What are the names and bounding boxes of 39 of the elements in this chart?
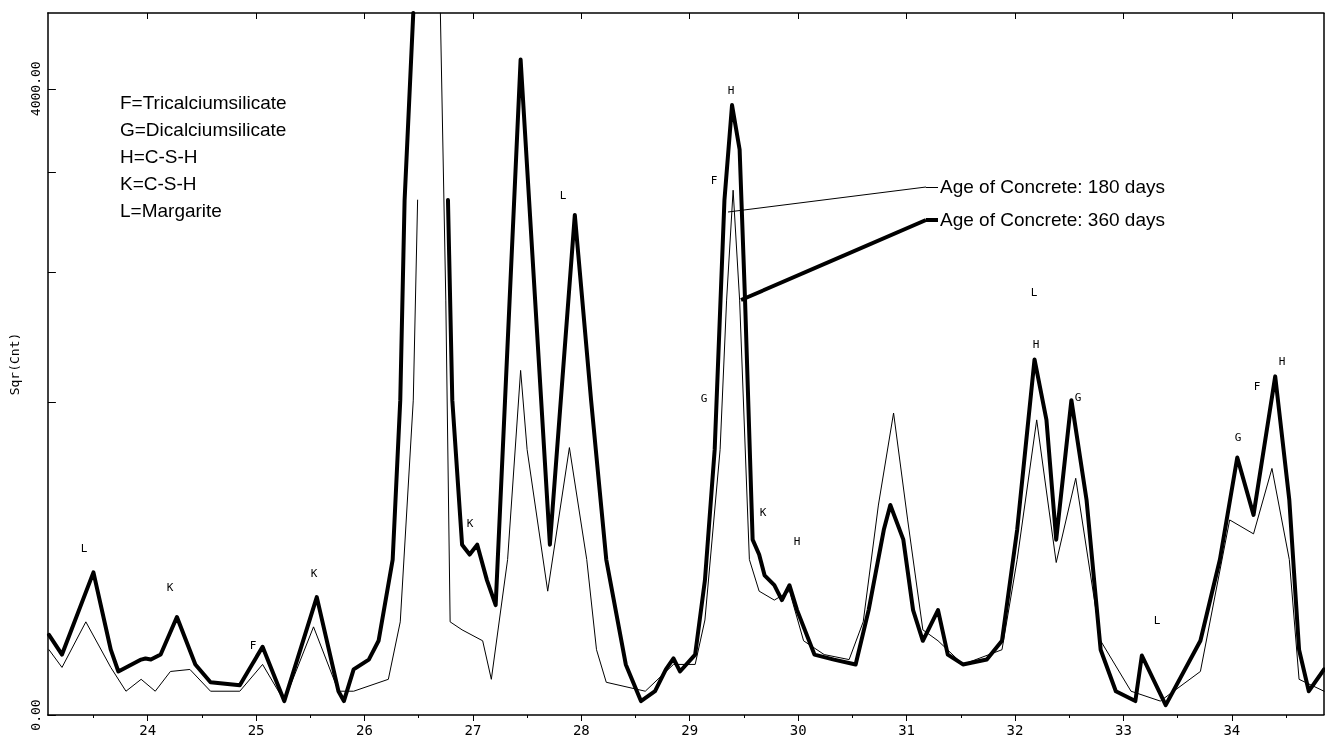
x-tick-label: 27 — [464, 722, 482, 738]
annotation: F — [1253, 379, 1261, 393]
annotation: K — [166, 580, 174, 594]
x-tick-label: 25 — [247, 722, 265, 738]
annotation: K — [310, 566, 318, 580]
annotation: L=Margarite — [120, 200, 222, 221]
annotation: K — [759, 505, 767, 519]
x-tick-label: 24 — [139, 722, 157, 738]
x-tick-label: 32 — [1006, 722, 1024, 738]
y-tick-label: 0.00 — [27, 699, 43, 731]
annotation: H — [727, 83, 735, 97]
annotation: G — [1234, 430, 1242, 444]
annotation: H — [1278, 354, 1286, 368]
annotation: F — [249, 638, 257, 652]
annotation: G — [700, 391, 708, 405]
y-tick-label: 4000.00 — [27, 61, 43, 117]
legend-label: Age of Concrete: 180 days — [940, 176, 1165, 198]
annotation: L — [80, 541, 88, 555]
y-axis-title: Sqr(Cnt) — [7, 332, 22, 396]
annotation: K=C-S-H — [120, 173, 197, 194]
annotation: L — [1030, 285, 1038, 299]
annotation: K — [466, 516, 474, 530]
legend-label: Age of Concrete: 360 days — [940, 209, 1165, 231]
x-tick-label: 33 — [1114, 722, 1132, 738]
annotation: F=Tricalciumsilicate — [120, 92, 287, 113]
x-tick-label: 28 — [572, 722, 590, 738]
x-tick-label: 29 — [681, 722, 699, 738]
x-tick-label: 26 — [356, 722, 373, 738]
x-tick-label: 31 — [898, 722, 916, 738]
annotation: H=C-S-H — [120, 146, 198, 167]
annotation: H — [1032, 337, 1040, 351]
annotation: L — [559, 188, 567, 202]
annotation: L — [1153, 613, 1161, 627]
x-tick-label: 30 — [789, 722, 807, 738]
x-tick-label: 34 — [1223, 722, 1241, 738]
annotation: H — [793, 534, 801, 548]
annotation: F — [710, 173, 718, 187]
annotation: G — [1074, 390, 1082, 404]
annotation: G=Dicalciumsilicate — [120, 119, 287, 140]
